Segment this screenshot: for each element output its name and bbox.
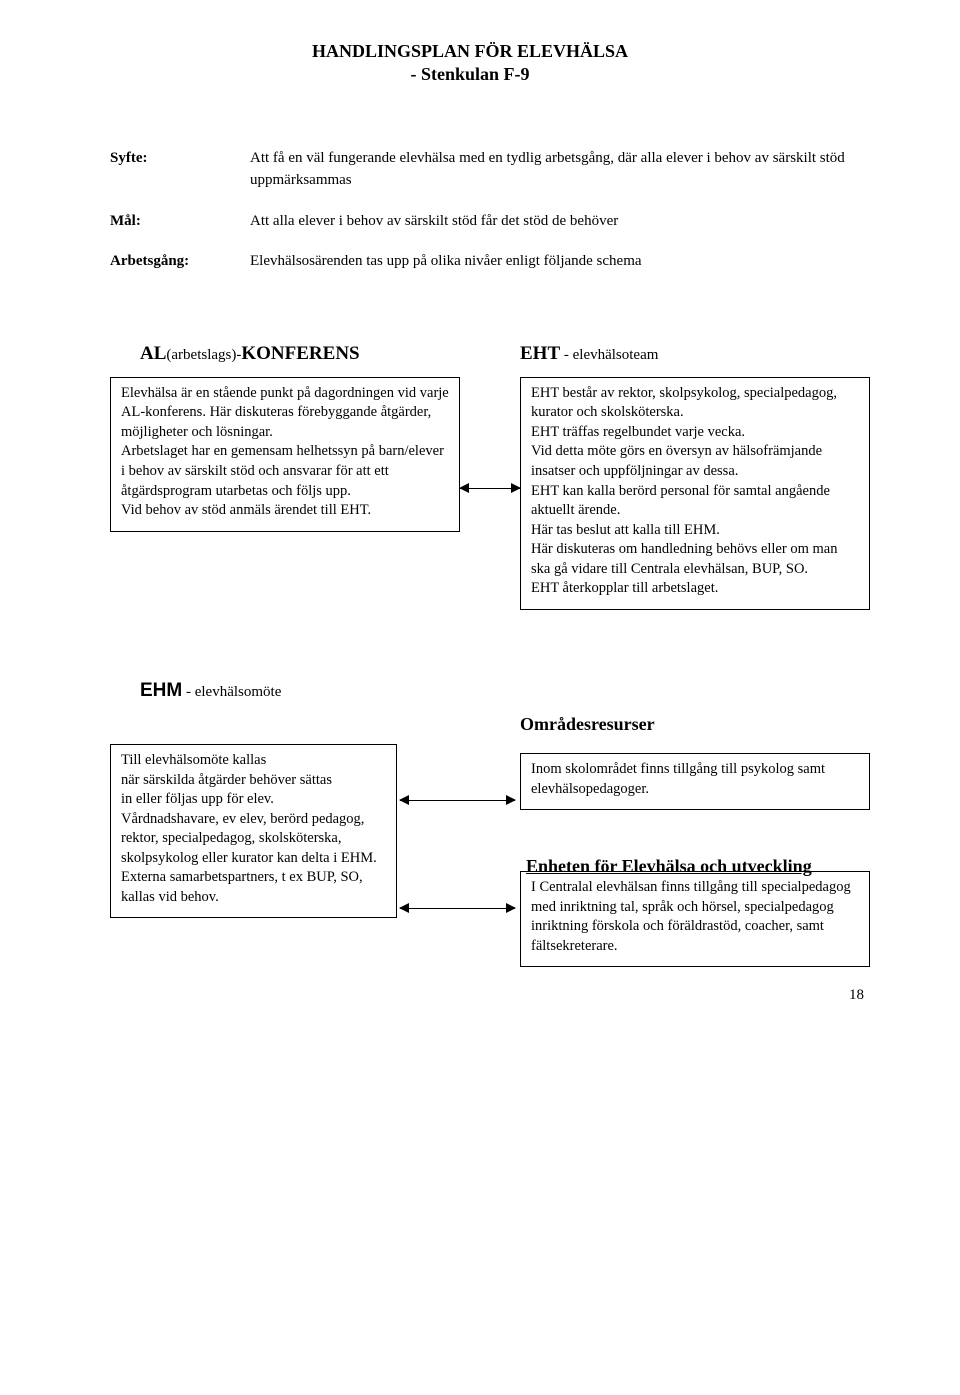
al-heading-prefix: AL — [140, 343, 166, 364]
flow-row-1: AL(arbetslags)-KONFERENS Elevhälsa är en… — [110, 343, 870, 610]
eht-heading-rest: - elevhälsoteam — [560, 347, 658, 363]
mal-text: Att alla elever i behov av särskilt stöd… — [250, 210, 870, 233]
ehm-box: Till elevhälsomöte kallas när särskilda … — [110, 744, 397, 919]
eht-col: EHT - elevhälsoteam EHT består av rektor… — [520, 343, 870, 610]
title-line1: HANDLINGSPLAN FÖR ELEVHÄLSA — [70, 40, 870, 63]
ehm-heading-rest: - elevhälsomöte — [182, 684, 281, 700]
page-title: HANDLINGSPLAN FÖR ELEVHÄLSA - Stenkulan … — [70, 40, 870, 87]
omradesresurser-heading: Områdesresurser — [520, 714, 870, 735]
eht-heading-big: EHT — [520, 343, 560, 364]
flow-row-2: EHM - elevhälsomöte Till elevhälsomöte k… — [110, 680, 870, 967]
definitions-block: Syfte: Att få en väl fungerande elevhäls… — [110, 147, 870, 273]
eht-heading: EHT - elevhälsoteam — [520, 343, 870, 365]
al-heading-mid: (arbetslags)- — [166, 347, 241, 363]
arrow-row2a — [400, 800, 515, 801]
ehm-heading: EHM - elevhälsomöte — [140, 680, 460, 702]
omradesresurser-box: Inom skolområdet finns tillgång till psy… — [520, 753, 870, 810]
eht-box: EHT består av rektor, skolpsykolog, spec… — [520, 377, 870, 610]
arrow-row1 — [460, 488, 520, 489]
arbetsgang-label: Arbetsgång: — [110, 250, 250, 273]
mal-label: Mål: — [110, 210, 250, 233]
resources-col: Områdesresurser Inom skolområdet finns t… — [520, 680, 870, 967]
al-heading: AL(arbetslags)-KONFERENS — [140, 343, 460, 365]
title-line2: - Stenkulan F-9 — [70, 63, 870, 86]
al-box: Elevhälsa är en stående punkt på dagordn… — [110, 377, 460, 532]
al-konferens-col: AL(arbetslags)-KONFERENS Elevhälsa är en… — [110, 343, 460, 610]
arrow-row2b — [400, 908, 515, 909]
syfte-label: Syfte: — [110, 147, 250, 192]
arbetsgang-text: Elevhälsosärenden tas upp på olika nivåe… — [250, 250, 870, 273]
al-heading-big: KONFERENS — [241, 343, 359, 364]
enheten-box: I Centralal elevhälsan finns tillgång ti… — [520, 871, 870, 967]
page-number: 18 — [110, 987, 870, 1004]
syfte-text: Att få en väl fungerande elevhälsa med e… — [250, 147, 870, 192]
ehm-heading-big: EHM — [140, 680, 182, 701]
